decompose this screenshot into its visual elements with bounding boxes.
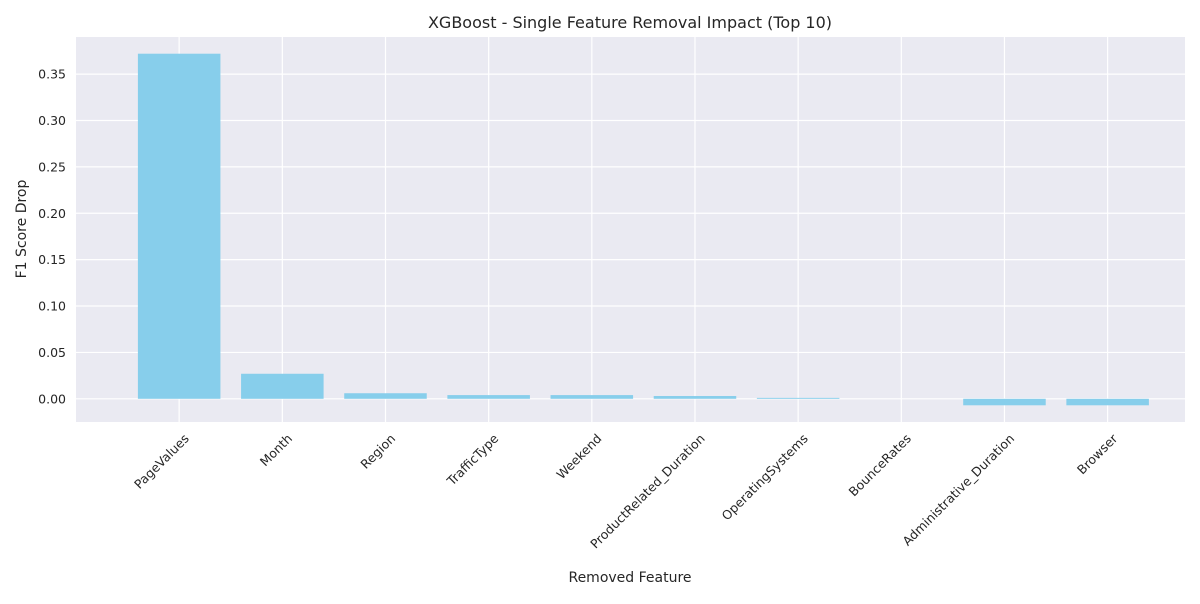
y-tick-labels: 0.00 0.05 0.10 0.15 0.20 0.25 0.30 0.35 — [38, 67, 66, 407]
y-tick-label: 0.30 — [38, 113, 66, 128]
x-tick-label: TrafficType — [443, 431, 501, 489]
y-tick-label: 0.25 — [38, 159, 66, 174]
chart-title: XGBoost - Single Feature Removal Impact … — [428, 13, 832, 32]
x-tick-label: ProductRelated_Duration — [587, 431, 708, 552]
x-tick-label: BounceRates — [846, 431, 914, 499]
y-tick-label: 0.15 — [38, 252, 66, 267]
bar-operatingsystems — [757, 398, 840, 399]
bar-productrelated_duration — [654, 396, 737, 399]
bar-pagevalues — [138, 54, 221, 399]
bar-weekend — [551, 395, 634, 399]
x-tick-label: Month — [257, 431, 295, 469]
plot-area — [76, 37, 1185, 422]
bar-administrative_duration — [963, 399, 1046, 405]
bar-traffictype — [447, 395, 530, 399]
x-tick-label: Browser — [1074, 430, 1121, 477]
x-tick-label: Administrative_Duration — [899, 431, 1017, 549]
bar-month — [241, 374, 324, 399]
bar-browser — [1066, 399, 1149, 405]
y-tick-label: 0.20 — [38, 206, 66, 221]
x-axis-label: Removed Feature — [568, 570, 691, 586]
bar-region — [344, 393, 427, 399]
y-tick-label: 0.00 — [38, 391, 66, 406]
y-axis-label: F1 Score Drop — [14, 180, 30, 279]
x-tick-label: PageValues — [131, 431, 192, 492]
x-tick-labels: PageValues Month Region TrafficType WeekendP… — [131, 430, 1121, 551]
x-tick-label: Weekend — [553, 431, 604, 482]
x-tick-label: OperatingSystems — [719, 431, 811, 523]
y-tick-label: 0.35 — [38, 67, 66, 82]
y-tick-label: 0.05 — [38, 345, 66, 360]
y-tick-label: 0.10 — [38, 299, 66, 314]
x-tick-label: Region — [357, 431, 398, 472]
